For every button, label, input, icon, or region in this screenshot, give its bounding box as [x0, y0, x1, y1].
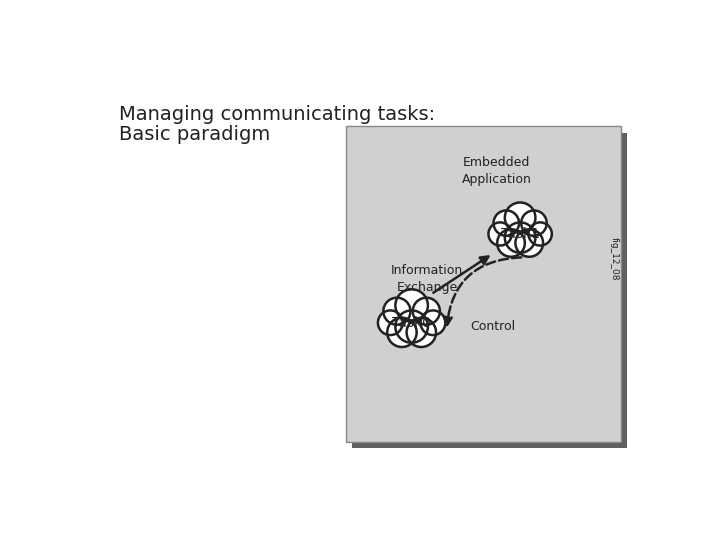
Circle shape	[420, 310, 446, 335]
Circle shape	[395, 310, 428, 343]
Circle shape	[383, 298, 410, 325]
Circle shape	[395, 289, 428, 322]
Circle shape	[378, 310, 402, 335]
Circle shape	[505, 222, 536, 253]
Text: Task1: Task1	[500, 227, 539, 241]
Circle shape	[516, 230, 543, 256]
Circle shape	[407, 318, 436, 347]
Text: fig_12_08: fig_12_08	[610, 237, 619, 281]
Text: Managing communicating tasks:: Managing communicating tasks:	[120, 105, 436, 124]
FancyBboxPatch shape	[346, 126, 621, 442]
Circle shape	[528, 222, 552, 246]
Circle shape	[413, 298, 440, 325]
Text: Task0: Task0	[392, 316, 431, 330]
Text: Embedded
Application: Embedded Application	[462, 156, 532, 186]
Text: Control: Control	[470, 320, 516, 333]
Text: Basic paradigm: Basic paradigm	[120, 125, 271, 144]
Circle shape	[493, 211, 519, 236]
Circle shape	[505, 202, 536, 233]
Circle shape	[387, 318, 417, 347]
FancyBboxPatch shape	[352, 132, 627, 448]
Circle shape	[498, 230, 525, 256]
Circle shape	[521, 211, 546, 236]
Circle shape	[488, 222, 512, 246]
Text: Information
Exchange: Information Exchange	[391, 264, 463, 294]
